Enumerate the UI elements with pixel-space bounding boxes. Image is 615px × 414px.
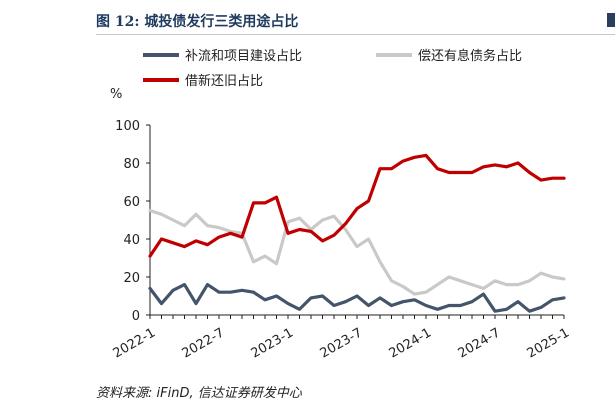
x-tick-label: 2023-1: [249, 325, 296, 361]
legend-label-series-2: 偿还有息债务占比: [418, 49, 523, 64]
x-tick-label: 2022-1: [111, 325, 158, 361]
legend-label-series-3: 借新还旧占比: [185, 74, 264, 89]
y-tick-label: 40: [123, 233, 140, 248]
y-tick-label: 80: [123, 157, 140, 172]
legend-swatch-series-2: [376, 52, 412, 57]
x-tick-label: 2024-1: [387, 325, 434, 361]
x-tick-label: 2024-7: [456, 325, 503, 361]
series-line-2: [148, 208, 566, 296]
x-tick-label: 2022-7: [180, 325, 227, 361]
y-tick-label: 60: [123, 195, 140, 210]
series-line-3: [148, 153, 566, 258]
adjacent-figure-edge: [607, 13, 615, 27]
y-tick-label: 0: [132, 309, 140, 324]
title-divider: [96, 34, 615, 35]
y-tick-label: 100: [115, 119, 140, 134]
legend-swatch-series-1: [143, 52, 179, 57]
x-tick-label: 2023-7: [318, 325, 365, 361]
chart-title: 图 12: 城投债发行三类用途占比: [96, 14, 299, 30]
legend-item-series-1: 补流和项目建设占比: [143, 45, 302, 64]
source-note: 资料来源: iFinD, 信达证券研发中心: [96, 386, 302, 401]
x-tick-label: 2025-1: [525, 325, 572, 361]
legend-item-series-3: 借新还旧占比: [143, 70, 263, 89]
y-tick-label: 20: [123, 271, 140, 286]
legend-item-series-2: 偿还有息债务占比: [376, 45, 522, 64]
series-line-1: [148, 283, 566, 313]
y-axis-unit: %: [110, 87, 123, 102]
legend-label-series-1: 补流和项目建设占比: [185, 49, 303, 64]
legend-swatch-series-3: [143, 77, 179, 82]
